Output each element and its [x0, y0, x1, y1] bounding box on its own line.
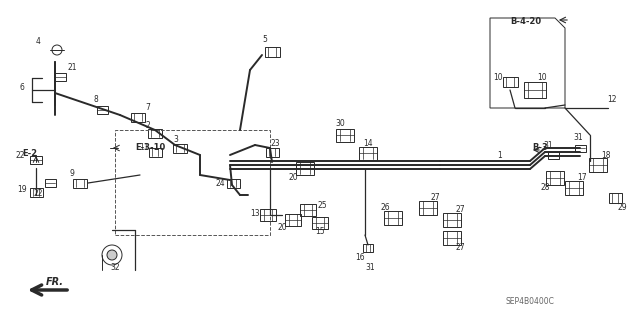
Bar: [363, 244, 373, 252]
Bar: [443, 231, 461, 245]
Text: E-3-10: E-3-10: [135, 144, 165, 152]
Bar: [524, 82, 546, 98]
Text: 31: 31: [543, 140, 553, 150]
Bar: [148, 129, 162, 138]
Bar: [173, 144, 187, 153]
Text: 29: 29: [617, 204, 627, 212]
Bar: [384, 211, 402, 225]
Circle shape: [107, 250, 117, 260]
Text: 19: 19: [17, 186, 27, 195]
Text: 30: 30: [335, 118, 345, 128]
Text: 21: 21: [67, 63, 77, 71]
Bar: [575, 145, 586, 152]
Bar: [548, 152, 559, 159]
Text: 15: 15: [315, 227, 325, 236]
Bar: [73, 179, 87, 188]
Text: 32: 32: [110, 263, 120, 272]
Bar: [609, 193, 622, 203]
Text: 4: 4: [36, 38, 40, 47]
Text: 28: 28: [540, 183, 550, 192]
Text: 14: 14: [363, 138, 373, 147]
Text: 9: 9: [70, 168, 74, 177]
Bar: [443, 213, 461, 227]
Text: 27: 27: [455, 205, 465, 214]
Text: 22: 22: [15, 151, 25, 160]
Text: SEP4B0400C: SEP4B0400C: [506, 298, 554, 307]
Bar: [503, 77, 518, 87]
Text: 18: 18: [601, 151, 611, 160]
Text: 31: 31: [365, 263, 375, 272]
Bar: [565, 181, 583, 195]
Bar: [419, 201, 437, 215]
Text: 12: 12: [607, 95, 617, 105]
Text: B-3: B-3: [532, 144, 548, 152]
Bar: [115, 130, 270, 235]
Bar: [296, 162, 314, 175]
Bar: [54, 73, 66, 81]
Text: B-4-20: B-4-20: [510, 18, 541, 26]
Text: FR.: FR.: [46, 277, 64, 287]
Text: 27: 27: [430, 194, 440, 203]
Text: 16: 16: [355, 254, 365, 263]
Text: 24: 24: [215, 179, 225, 188]
Text: 31: 31: [573, 133, 583, 143]
Bar: [227, 179, 240, 188]
Text: 13: 13: [250, 209, 260, 218]
Text: 7: 7: [145, 103, 150, 113]
Text: 27: 27: [455, 243, 465, 253]
Text: 23: 23: [270, 138, 280, 147]
Text: 10: 10: [537, 73, 547, 83]
Text: 26: 26: [380, 204, 390, 212]
Bar: [265, 47, 280, 57]
Bar: [300, 204, 316, 216]
Bar: [312, 217, 328, 229]
Bar: [359, 147, 377, 160]
Text: 6: 6: [20, 84, 24, 93]
Text: 3: 3: [173, 136, 179, 145]
Bar: [266, 148, 279, 157]
Text: 2: 2: [146, 121, 150, 130]
Bar: [285, 214, 301, 226]
Bar: [589, 158, 607, 172]
Bar: [336, 129, 354, 142]
Text: 1: 1: [498, 151, 502, 160]
Bar: [45, 179, 56, 187]
Bar: [546, 171, 564, 185]
Text: 17: 17: [577, 174, 587, 182]
Bar: [30, 188, 43, 197]
Text: 25: 25: [317, 201, 327, 210]
Text: 22: 22: [33, 189, 43, 197]
Text: E-2: E-2: [22, 149, 37, 158]
Text: 11: 11: [140, 143, 148, 152]
Text: 10: 10: [493, 73, 503, 83]
Bar: [97, 106, 108, 114]
Text: 20: 20: [288, 174, 298, 182]
Bar: [30, 156, 42, 164]
Bar: [149, 148, 162, 157]
Text: 5: 5: [262, 35, 268, 44]
Text: 20: 20: [277, 224, 287, 233]
Bar: [131, 113, 145, 122]
Text: 8: 8: [93, 95, 99, 105]
Bar: [260, 209, 276, 221]
